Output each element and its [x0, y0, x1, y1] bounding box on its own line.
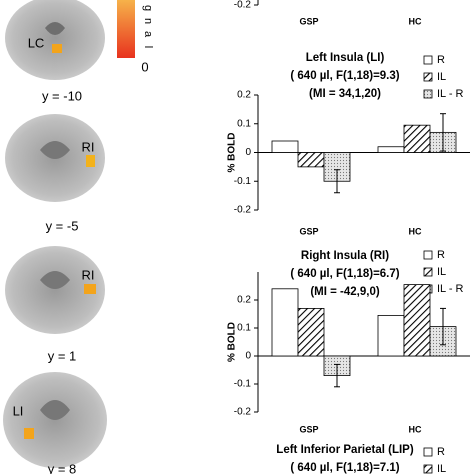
- region-label: RI: [82, 139, 95, 154]
- x-tick-label: HC: [409, 424, 422, 434]
- y-tick-label: -0.1: [234, 176, 252, 187]
- x-tick-label: GSP: [299, 226, 318, 236]
- y-tick-label: 0.1: [237, 323, 251, 334]
- legend-label: IL: [437, 463, 446, 474]
- bar: [403, 124, 431, 153]
- bar: [271, 288, 299, 357]
- legend-label: IL - R: [437, 88, 464, 100]
- bar: [297, 152, 325, 168]
- legend-label: R: [437, 446, 445, 458]
- legend-swatch: [423, 89, 433, 99]
- y-tick-label: -0.2: [234, 205, 252, 216]
- y-tick-label: 0.2: [237, 295, 251, 306]
- y-tick-label: 0.1: [237, 118, 251, 129]
- legend-swatch: [423, 250, 433, 260]
- y-axis-label: % BOLD: [227, 133, 238, 173]
- y-tick-label: 0.2: [237, 90, 251, 101]
- chart-title: ( 640 µl, F(1,18)=9.3): [290, 70, 399, 82]
- y-tick-label: -0.2: [234, 407, 252, 418]
- colorbar-label: a: [142, 31, 154, 38]
- region-label: LC: [28, 35, 45, 50]
- slice-coord: y = -5: [46, 218, 79, 233]
- colorbar-label: l: [142, 46, 154, 48]
- legend-swatch: [423, 55, 433, 65]
- y-tick-label: -0.1: [234, 379, 252, 390]
- y-tick-label: 0: [245, 351, 251, 362]
- legend-label: IL - R: [437, 283, 464, 295]
- colorbar: [117, 0, 135, 58]
- y-tick-label: -0.2: [234, 0, 252, 11]
- bar: [271, 140, 299, 153]
- brain-slices: [3, 0, 107, 468]
- chart-title: Left Insula (LI): [306, 52, 385, 64]
- chart-title: (MI = 34,1,20): [309, 88, 381, 100]
- colorbar-min: 0: [141, 59, 148, 74]
- x-tick-label: HC: [409, 226, 422, 236]
- legend-swatch: [423, 267, 433, 277]
- bar: [377, 314, 405, 357]
- chart-title: ( 640 µl, F(1,18)=7.1): [290, 462, 399, 474]
- slice-coord: y = -10: [42, 88, 82, 103]
- legend-label: IL: [437, 71, 446, 83]
- region-label: LI: [13, 403, 24, 418]
- slice-coord: y = 8: [48, 461, 77, 474]
- x-tick-label: GSP: [299, 16, 318, 26]
- slice-coord: y = 1: [48, 348, 77, 363]
- bar: [297, 307, 325, 357]
- chart-title: Left Inferior Parietal (LIP): [276, 444, 414, 456]
- chart-title: Right Insula (RI): [301, 250, 389, 262]
- colorbar-label: n: [142, 18, 154, 24]
- legend-swatch: [423, 447, 433, 457]
- chart-title: (MI = -42,9,0): [310, 286, 380, 298]
- legend-swatch: [423, 72, 433, 82]
- bar: [377, 146, 405, 153]
- bar: [403, 284, 431, 357]
- x-tick-label: HC: [409, 16, 422, 26]
- x-tick-label: GSP: [299, 424, 318, 434]
- legend-label: R: [437, 54, 445, 66]
- legend-label: R: [437, 249, 445, 261]
- legend-swatch: [423, 464, 433, 474]
- y-tick-label: 0: [245, 147, 251, 158]
- region-label: RI: [82, 267, 95, 282]
- legend-label: IL: [437, 266, 446, 278]
- y-axis-label: % BOLD: [227, 322, 238, 362]
- chart-title: ( 640 µl, F(1,18)=6.7): [290, 268, 399, 280]
- colorbar-label: g: [142, 5, 154, 11]
